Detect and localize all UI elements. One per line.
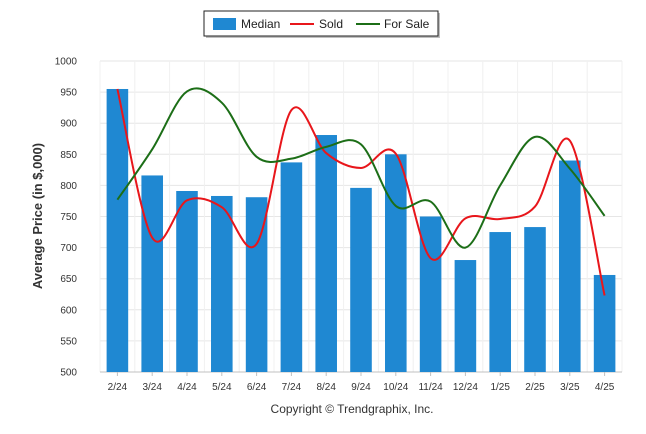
x-tick-label: 10/24: [383, 382, 408, 393]
bar-median-9-24: [350, 187, 372, 372]
bar-median-11-24: [419, 216, 442, 372]
y-tick-label: 900: [60, 119, 77, 130]
x-tick-label: 5/24: [212, 382, 232, 393]
x-tick-label: 6/24: [247, 382, 267, 393]
x-tick-label: 8/24: [316, 382, 336, 393]
x-tick-label: 2/25: [525, 382, 545, 393]
y-tick-label: 950: [60, 88, 77, 99]
x-tick-label: 3/24: [142, 382, 162, 393]
bar-median-7-24: [280, 162, 303, 372]
y-tick-label: 800: [60, 181, 77, 192]
x-tick-label: 2/24: [108, 382, 128, 393]
x-tick-label: 1/25: [490, 382, 510, 393]
y-tick-label: 650: [60, 274, 77, 285]
bars: [106, 88, 616, 373]
x-tick-label: 9/24: [351, 382, 371, 393]
bar-median-4-24: [176, 190, 198, 372]
bar-median-1-25: [489, 232, 511, 372]
x-axis: 2/24 3/24 4/24 5/24 6/24 7/24 8/24 9/24 10/24 11/…: [108, 372, 615, 393]
bar-median-2-24: [106, 88, 129, 373]
legend-box: [203, 10, 439, 37]
x-tick-label: 4/24: [177, 382, 197, 393]
bar-median-8-24: [315, 135, 337, 372]
legend-label-sold: Sold: [319, 17, 343, 31]
x-tick-label: 3/25: [560, 382, 580, 393]
y-tick-label: 850: [60, 150, 77, 161]
bar-median-10-24: [385, 154, 407, 372]
y-tick-label: 750: [60, 212, 77, 223]
y-tick-label: 1000: [55, 57, 78, 68]
y-axis-title: Average Price (in $,000): [30, 143, 45, 289]
bar-median-2-25: [524, 227, 546, 372]
legend-swatch-median: [213, 18, 236, 30]
line-series-sold: [116, 88, 606, 296]
x-tick-label: 11/24: [418, 382, 443, 393]
lines: [116, 87, 606, 296]
x-tick-label: 12/24: [453, 382, 478, 393]
bar-median-4-25: [593, 274, 616, 372]
line-series-for-sale: [116, 87, 606, 249]
bar-median-12-24: [454, 260, 477, 372]
legend: Median Sold For Sale: [203, 10, 440, 38]
bar-median-3-25: [559, 160, 581, 372]
y-tick-label: 500: [60, 368, 77, 379]
bar-median-5-24: [211, 195, 233, 372]
x-tick-label: 7/24: [282, 382, 302, 393]
y-tick-label: 600: [60, 305, 77, 316]
x-tick-label: 4/25: [595, 382, 615, 393]
y-tick-label: 550: [60, 336, 77, 347]
copyright-footer: Copyright © Trendgraphix, Inc.: [271, 402, 434, 416]
bar-median-3-24: [141, 175, 163, 372]
legend-label-for-sale: For Sale: [384, 17, 430, 31]
y-tick-label: 700: [60, 243, 77, 254]
legend-label-median: Median: [241, 17, 280, 31]
bar-median-6-24: [245, 197, 268, 372]
y-axis: 500 550 600 650 700 750 800 850 900 950 1000: [55, 57, 78, 379]
